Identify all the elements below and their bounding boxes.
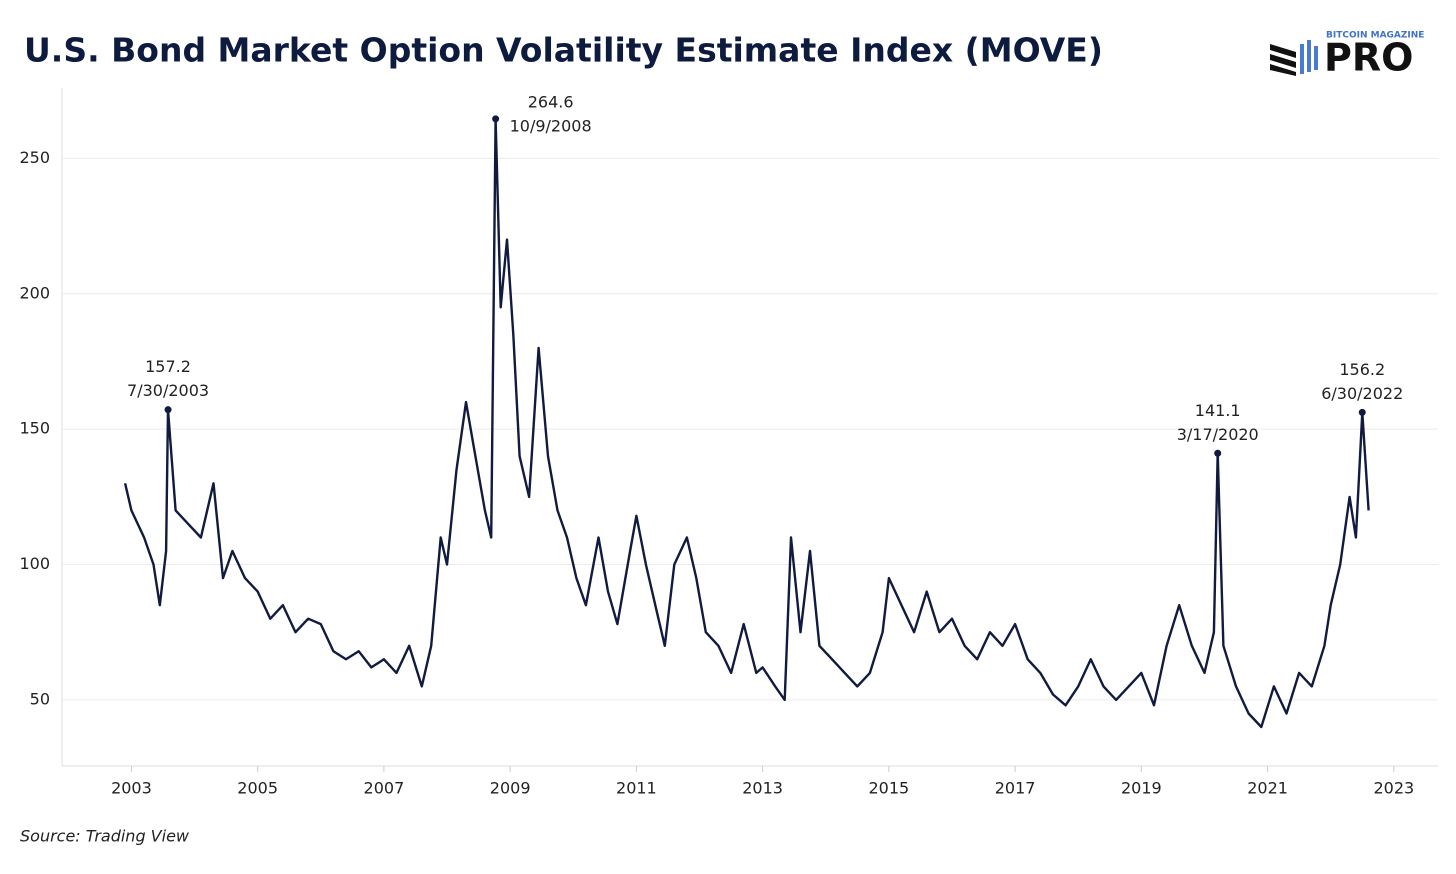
annotation-value: 264.6 — [528, 92, 574, 111]
x-tick-label: 2015 — [869, 779, 910, 798]
annotation-date: 7/30/2003 — [127, 381, 209, 400]
x-tick-label: 2009 — [490, 779, 531, 798]
annotation-date: 3/17/2020 — [1177, 425, 1259, 444]
annotation-date: 10/9/2008 — [510, 116, 592, 135]
x-tick-label: 2005 — [237, 779, 278, 798]
source: Source: Trading View — [20, 827, 190, 846]
x-tick-label: 2019 — [1121, 779, 1162, 798]
logo-main: PRO — [1324, 36, 1413, 80]
y-tick-label: 50 — [30, 689, 50, 708]
annotation-date: 6/30/2022 — [1321, 384, 1403, 403]
y-tick-label: 250 — [19, 148, 50, 167]
annotation-value: 157.2 — [145, 357, 191, 376]
x-tick-label: 2011 — [616, 779, 657, 798]
annotation-value: 156.2 — [1339, 360, 1385, 379]
x-tick-label: 2021 — [1247, 779, 1288, 798]
annotation-point — [1214, 449, 1222, 457]
x-tick-label: 2003 — [111, 779, 152, 798]
x-tick-label: 2023 — [1373, 779, 1414, 798]
annotation-point — [1358, 408, 1366, 416]
y-tick-label: 200 — [19, 283, 50, 302]
logo-top: BITCOIN MAGAZINE — [1326, 31, 1424, 41]
annotation-value: 141.1 — [1195, 401, 1241, 420]
y-tick-label: 100 — [19, 554, 50, 573]
x-tick-label: 2017 — [995, 779, 1036, 798]
annotation-point — [492, 115, 500, 123]
x-tick-label: 2007 — [364, 779, 405, 798]
logo: BITCOIN MAGAZINE PRO — [1270, 31, 1424, 80]
chart-title: U.S. Bond Market Option Volatility Estim… — [24, 31, 1103, 70]
y-tick-label: 150 — [19, 419, 50, 438]
x-tick-label: 2013 — [742, 779, 783, 798]
line — [123, 117, 1370, 729]
logo-icon — [1270, 40, 1318, 76]
annotation-point — [164, 406, 172, 414]
